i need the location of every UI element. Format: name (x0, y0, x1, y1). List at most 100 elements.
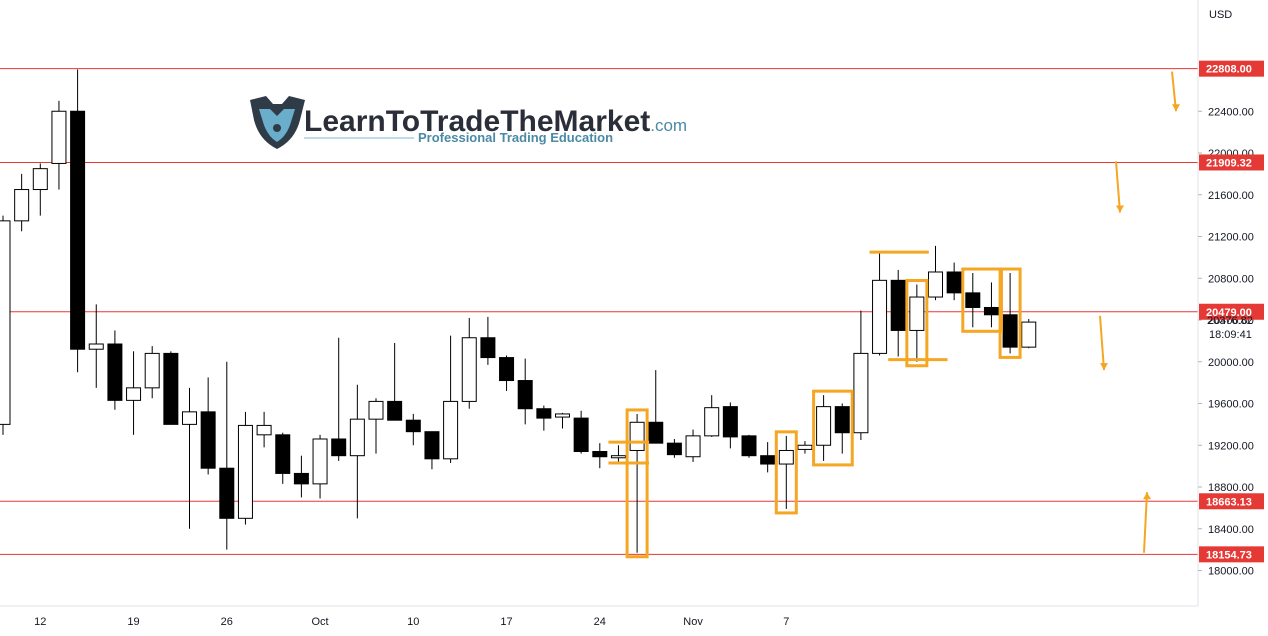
candle-body (237, 424, 253, 519)
candle-body (349, 418, 365, 457)
candle-body (424, 431, 440, 460)
current-price-label: 20376.82 (1207, 315, 1253, 327)
candle-body (741, 435, 757, 457)
candle-body (144, 352, 160, 389)
candle (499, 355, 515, 391)
candle (536, 405, 552, 431)
pattern-highlights (608, 250, 1022, 559)
y-tick-label: 18400.00 (1208, 524, 1254, 536)
candle (983, 282, 999, 328)
svg-text:LearnToTradeTheMarket.com: LearnToTradeTheMarket.com (304, 105, 687, 138)
pattern-highlight (812, 389, 854, 467)
time-axis: 12 19 26 Oct 10 17 24 Nov 7 (0, 605, 1268, 636)
candle-body (88, 343, 104, 350)
candle-body (629, 421, 645, 451)
candle-body (126, 387, 142, 401)
candle (405, 413, 421, 446)
y-tick-label: 18000.00 (1208, 566, 1254, 578)
candle (0, 215, 11, 435)
candle (1021, 318, 1037, 349)
candle-body (70, 110, 86, 350)
candle (722, 402, 738, 449)
x-tick-label: 19 (127, 616, 139, 628)
candle (666, 438, 682, 458)
pinbar-highlight (625, 408, 649, 559)
y-tick-label: 21600.00 (1208, 190, 1254, 202)
candle (1002, 273, 1018, 354)
candle-body (704, 407, 720, 437)
candle (331, 337, 347, 461)
y-tick-label: 22400.00 (1208, 106, 1254, 118)
y-tick-label: 20800.00 (1208, 273, 1254, 285)
x-tick-label: Oct (311, 616, 328, 628)
candle-body (499, 357, 515, 382)
price-axis: USD 18000.00 18400.00 18800.00 19200.00 1960… (1197, 0, 1268, 606)
candle (461, 317, 477, 409)
candle (648, 370, 664, 444)
candle (32, 163, 48, 216)
candle (293, 455, 309, 498)
pinbar-highlight (905, 279, 929, 368)
candle (387, 342, 403, 421)
candle (965, 273, 981, 328)
candle-body (983, 306, 999, 316)
candle (237, 411, 253, 525)
bull-shield-icon (250, 96, 305, 149)
candle-body (928, 271, 943, 298)
logo-text-the: The (500, 105, 553, 138)
brand-logo: LearnToTradeTheMarket.com Professional T… (250, 96, 687, 149)
candle (88, 304, 104, 388)
logo-text-market: Market (554, 105, 651, 138)
level-tag-label: 18663.13 (1206, 496, 1252, 508)
candle-body (32, 168, 48, 191)
candle (107, 330, 123, 410)
level-tag: 20479.00 (1199, 303, 1264, 320)
candle-body (592, 451, 608, 458)
pattern-highlight (998, 267, 1022, 359)
y-tick-label: 19600.00 (1208, 399, 1254, 411)
level-tag-label: 21909.32 (1206, 157, 1252, 169)
candle (368, 398, 384, 454)
candle-body (312, 438, 328, 485)
x-tick-label: 24 (594, 616, 606, 628)
candle-body (760, 455, 776, 465)
candle-body (666, 442, 682, 456)
down-arrow-icon (1171, 71, 1180, 112)
candle (797, 441, 813, 454)
countdown-label: 18:09:41 (1209, 329, 1252, 341)
candle-body (200, 411, 216, 469)
candle (275, 432, 291, 484)
candle-body (1002, 314, 1018, 348)
level-tag: 18663.13 (1199, 493, 1264, 510)
candle (144, 346, 160, 399)
level-tag-label: 18154.73 (1206, 549, 1252, 561)
level-tag-label: 22808.00 (1206, 64, 1252, 76)
candle (312, 434, 328, 499)
candle-body (555, 413, 570, 418)
candle-body (890, 279, 906, 331)
current-price-marker: 20376.82 18:09:41 (1207, 315, 1253, 341)
candle (256, 411, 272, 448)
candle (685, 429, 701, 462)
candle (219, 361, 235, 550)
candle (70, 69, 86, 373)
candle (872, 252, 888, 356)
candle-body (685, 435, 701, 458)
candle-body (778, 449, 794, 465)
candle (480, 316, 496, 365)
candle-body (368, 400, 384, 420)
candle-body (480, 337, 496, 359)
candle (555, 412, 570, 429)
candle-body (536, 408, 552, 419)
up-arrow-icon (1143, 492, 1151, 553)
candle (517, 358, 533, 425)
candle-body (834, 406, 850, 434)
candle (443, 335, 459, 463)
candle (704, 395, 720, 437)
candle-body (256, 424, 272, 436)
y-tick-label: 21200.00 (1208, 232, 1254, 244)
candle-body (853, 352, 869, 434)
candle-body (443, 400, 459, 460)
level-tag: 22808.00 (1199, 60, 1264, 77)
candle-body (182, 411, 197, 425)
